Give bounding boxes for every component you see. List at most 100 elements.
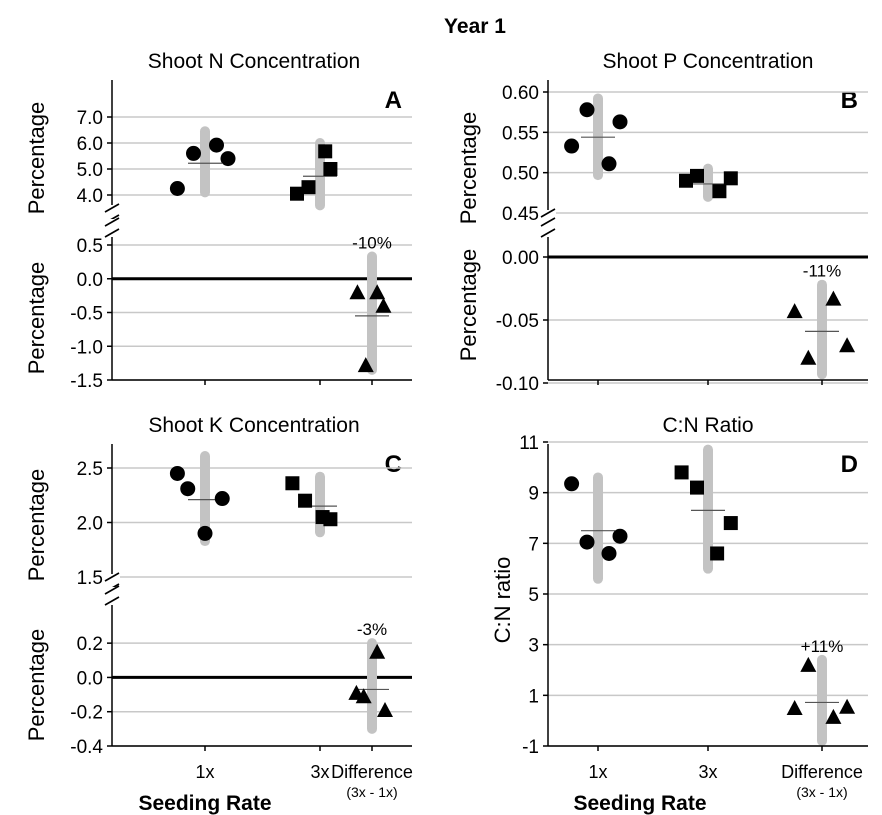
data-point-triangle [369, 284, 386, 300]
panel-c: Shoot K Concentration C 1.5 2.0 2.5 -0.4 -0.2 0… [24, 414, 413, 800]
y-tick-label: 7.0 [77, 108, 103, 129]
data-point-square [710, 546, 725, 561]
data-point-triangle [839, 337, 856, 353]
data-point-square [298, 493, 313, 508]
y-tick-label: 0.60 [502, 83, 539, 104]
y-tick-label: 0.00 [502, 248, 539, 269]
y-tick-label: 6.0 [77, 134, 103, 155]
data-point-triangle [825, 708, 842, 724]
data-point-square [679, 173, 693, 188]
difference-label: -10% [352, 233, 392, 252]
data-point-triangle [349, 284, 366, 300]
data-point-triangle [800, 349, 817, 365]
y-tick-label: -1.0 [70, 337, 103, 358]
data-point-circle [612, 528, 628, 544]
panel-b: Shoot P Concentration B 0.45 0.50 0.55 0.60 -0… [456, 50, 868, 395]
y-axis-label-upper: Percentage [456, 112, 481, 225]
y-tick-label: 4.0 [77, 186, 103, 207]
y-axis-label-upper: Percentage [24, 469, 49, 582]
data-point-triangle [786, 303, 803, 319]
data-point-square [712, 184, 727, 199]
data-point-circle [180, 481, 196, 497]
y-tick-label: 1.5 [77, 568, 103, 589]
panel-d: C:N Ratio D -1 1 3 5 7 9 11 +11% C:N ratio 1x 3x Diff… [490, 414, 868, 800]
y-axis-label-upper: Percentage [24, 102, 49, 215]
panel-title: C:N Ratio [662, 414, 753, 437]
y-tick-label: 1 [528, 686, 539, 707]
y-tick-label: 5.0 [77, 160, 103, 181]
difference-label: +11% [801, 637, 844, 656]
x-tick-label: Difference [331, 762, 413, 782]
y-tick-label: 0.0 [77, 270, 103, 291]
data-point-circle [169, 465, 185, 481]
data-point-square [318, 144, 333, 159]
panel-title: Shoot K Concentration [148, 414, 359, 437]
data-point-square [723, 516, 738, 531]
data-point-circle [579, 534, 595, 550]
data-point-square [290, 186, 304, 201]
data-point-triangle [839, 698, 856, 714]
axis-break [104, 228, 120, 238]
data-point-circle [197, 525, 213, 541]
data-point-circle [612, 114, 628, 130]
data-point-square [301, 180, 316, 195]
axis-break [104, 203, 120, 213]
panel-letter: B [841, 87, 858, 114]
data-point-circle [579, 102, 595, 118]
axis-break [540, 217, 556, 227]
data-point-circle [601, 545, 617, 561]
y-tick-label: 5 [528, 585, 539, 606]
x-tick-label: 1x [195, 762, 214, 782]
axis-break [104, 585, 120, 595]
data-point-square [285, 476, 300, 491]
difference-label: -3% [357, 620, 387, 639]
data-point-triangle [800, 656, 817, 672]
x-tick-sublabel: (3x - 1x) [346, 784, 397, 800]
axis-break [540, 228, 556, 238]
data-point-square [690, 480, 704, 495]
panels: Shoot N Concentration A 4.0 5.0 6.0 7.0 -1.5 -1… [24, 50, 868, 800]
data-point-circle [169, 181, 185, 196]
y-tick-label: 2.5 [77, 459, 103, 480]
panel-a: Shoot N Concentration A 4.0 5.0 6.0 7.0 -1.5 -1… [24, 50, 412, 392]
data-point-circle [564, 138, 580, 154]
panel-letter: C [385, 451, 402, 478]
data-point-square [690, 168, 704, 183]
y-tick-label: 0.55 [502, 123, 539, 144]
data-point-square [323, 512, 338, 527]
y-tick-label: 0.5 [77, 236, 103, 257]
data-point-square [674, 465, 689, 480]
panel-title: Shoot N Concentration [148, 50, 360, 73]
data-point-triangle [377, 702, 393, 717]
y-axis-label: C:N ratio [490, 557, 515, 644]
figure-title: Year 1 [444, 15, 506, 38]
y-tick-label: 0.0 [77, 668, 103, 689]
y-tick-label: 9 [528, 484, 539, 505]
panel-letter: A [385, 87, 402, 114]
data-point-circle [209, 137, 224, 153]
x-tick-label: 3x [698, 762, 717, 782]
x-tick-sublabel: (3x - 1x) [796, 784, 847, 800]
y-axis-label-lower: Percentage [456, 249, 481, 362]
data-point-circle [214, 491, 230, 507]
y-axis-label-lower: Percentage [24, 629, 49, 742]
data-point-triangle [375, 297, 392, 313]
data-point-circle [601, 156, 617, 172]
y-tick-label: 3 [528, 636, 539, 657]
y-axis-label-lower: Percentage [24, 262, 49, 375]
axis-break [104, 596, 120, 606]
y-tick-label: -0.10 [496, 374, 539, 395]
x-axis-label-right: Seeding Rate [573, 792, 706, 815]
data-point-circle [220, 151, 236, 167]
data-point-triangle [825, 290, 842, 306]
y-tick-label: -0.05 [496, 311, 539, 332]
x-tick-label: 1x [588, 762, 607, 782]
data-point-square [723, 171, 738, 186]
data-point-triangle [357, 357, 374, 373]
axis-break [104, 217, 120, 227]
y-tick-label: 0.2 [77, 634, 103, 655]
y-tick-label: 0.45 [502, 204, 539, 225]
y-tick-label: 7 [528, 534, 539, 555]
x-tick-label: 3x [310, 762, 329, 782]
